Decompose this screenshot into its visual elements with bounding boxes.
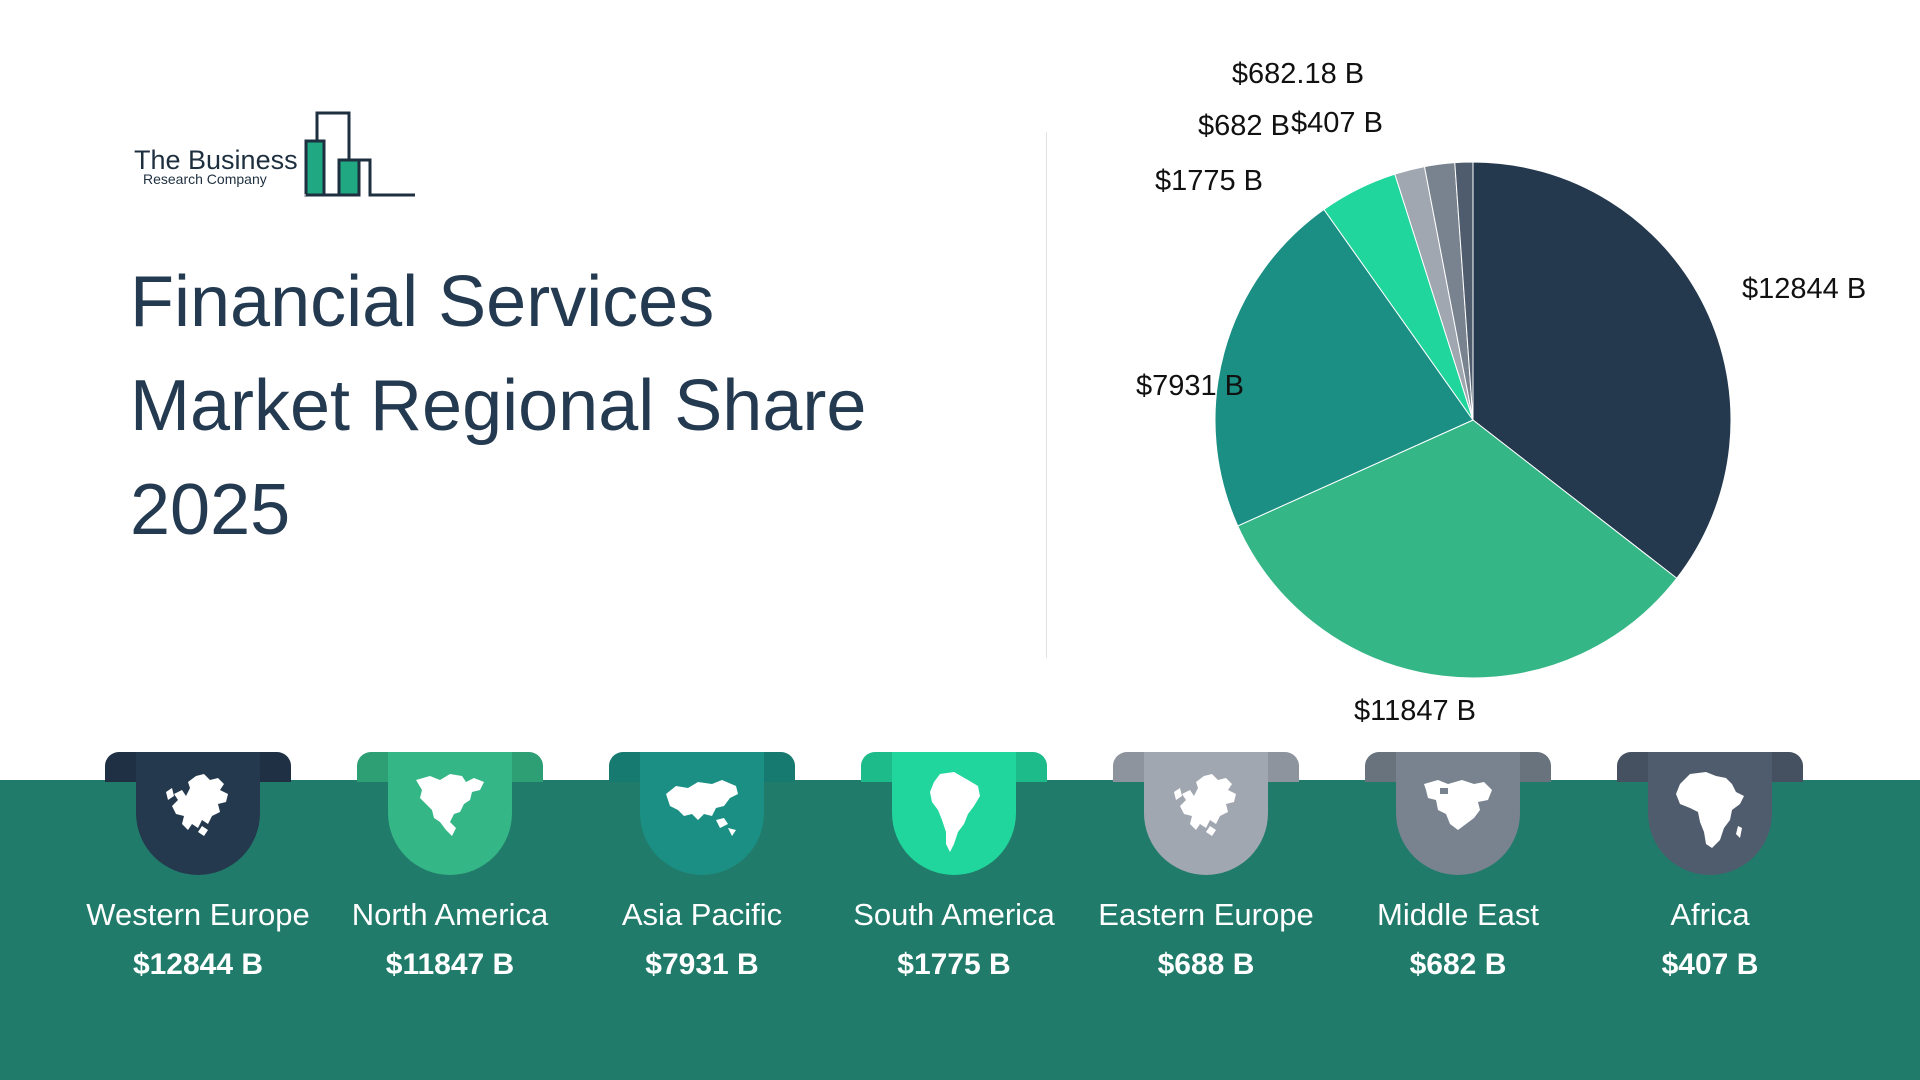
- pie-slice-north-america: [1237, 419, 1678, 679]
- europe-map-icon: [1174, 774, 1236, 836]
- region-value: $407 B: [1661, 948, 1759, 981]
- region-value: $1775 B: [897, 948, 1011, 981]
- pie-label-africa: $407 B: [1291, 107, 1383, 139]
- pie-label-middle-east: $682 B: [1198, 110, 1290, 142]
- pie-slice-western-europe: [1472, 161, 1732, 579]
- europe-map-icon: [166, 774, 228, 836]
- region-name: Eastern Europe: [1098, 897, 1314, 932]
- pie-slice-asia-pacific: [1214, 208, 1474, 527]
- region-name: Western Europe: [86, 897, 310, 932]
- region-value: $682 B: [1409, 948, 1507, 981]
- region-name: North America: [351, 897, 549, 932]
- region-name: Asia Pacific: [621, 897, 783, 932]
- region-badge: [892, 752, 1016, 875]
- region-value: $688 B: [1157, 948, 1255, 981]
- region-value: $12844 B: [132, 948, 264, 981]
- africa-map-icon: [1676, 772, 1744, 848]
- logo-text-line2: Research Company: [143, 171, 267, 187]
- region-badge: [640, 752, 764, 875]
- middle-east-map-icon: [1424, 780, 1492, 830]
- region-badge: [388, 752, 512, 875]
- pie-label-eastern-europe: $682.18 B: [1232, 58, 1364, 90]
- region-badge: [1396, 752, 1520, 875]
- pie-label-western-europe: $12844 B: [1742, 273, 1866, 305]
- logo-buildings-icon: [134, 111, 415, 197]
- company-logo: The Business Research Company: [134, 108, 419, 198]
- pie-labels: $12844 B $11847 B $7931 B $1775 B $682.18 B $…: [1136, 58, 1866, 727]
- region-badge: [1144, 752, 1268, 875]
- region-value: $11847 B: [385, 948, 515, 981]
- asia-map-icon: [666, 780, 738, 836]
- logo-text-line1: The Business: [134, 145, 298, 175]
- region-badge: [1648, 752, 1772, 875]
- south-america-map-icon: [930, 772, 980, 852]
- pie-slice-africa: [1454, 161, 1474, 421]
- page-title: Financial Services Market Regional Share…: [130, 250, 1030, 562]
- pie-label-north-america: $11847 B: [1354, 695, 1476, 727]
- pie-chart: $12844 B $11847 B $7931 B $1775 B $682.18 B $…: [1136, 58, 1866, 727]
- region-name: Middle East: [1377, 897, 1539, 932]
- region-badge: [136, 752, 260, 875]
- pie-slices: [1214, 161, 1732, 679]
- region-name: Africa: [1670, 897, 1750, 932]
- region-name: South America: [853, 897, 1055, 932]
- title-line-1: Financial Services: [130, 262, 715, 342]
- pie-label-asia-pacific: $7931 B: [1136, 370, 1244, 402]
- section-divider: [1046, 132, 1047, 658]
- north-america-map-icon: [416, 774, 484, 836]
- title-line-3: 2025: [130, 470, 291, 550]
- title-line-2: Market Regional Share: [130, 366, 867, 446]
- pie-label-south-america: $1775 B: [1155, 165, 1263, 197]
- region-value: $7931 B: [645, 948, 759, 981]
